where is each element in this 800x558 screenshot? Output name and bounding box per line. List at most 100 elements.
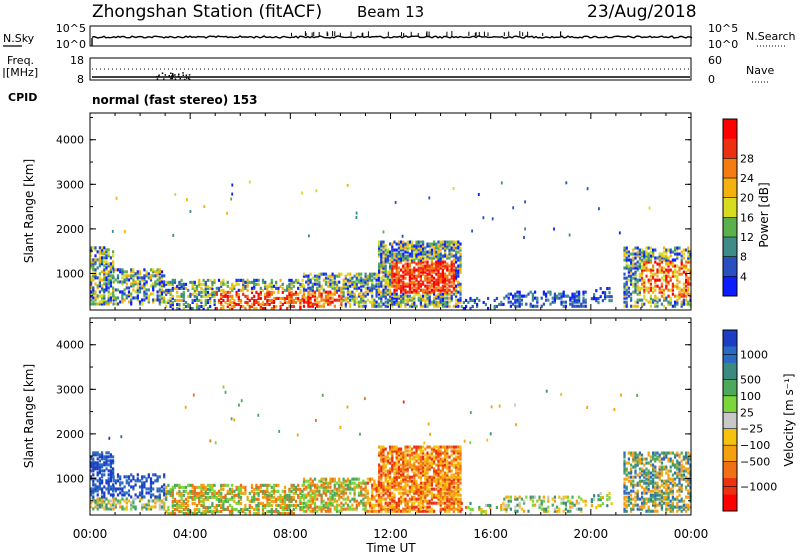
heatmap-cell <box>446 460 448 463</box>
heatmap-cell <box>521 303 523 306</box>
heatmap-cell <box>676 275 678 278</box>
heatmap-cell <box>411 452 413 455</box>
heatmap-cell <box>510 301 512 304</box>
heatmap-cell <box>227 295 229 298</box>
heatmap-cell <box>402 235 404 238</box>
heatmap-cell <box>385 279 387 282</box>
heatmap-cell <box>356 504 358 507</box>
heatmap-cell <box>409 486 411 489</box>
heatmap-cell <box>297 484 299 487</box>
heatmap-cell <box>205 281 207 284</box>
heatmap-cell <box>262 301 264 304</box>
heatmap-cell <box>113 485 115 488</box>
heatmap-cell <box>148 499 150 502</box>
heatmap-cell <box>356 277 358 280</box>
heatmap-cell <box>455 508 457 511</box>
heatmap-cell <box>291 279 293 282</box>
heatmap-cell <box>211 484 213 487</box>
heatmap-cell <box>648 269 650 272</box>
heatmap-cell <box>514 299 516 302</box>
heatmap-cell <box>154 280 156 283</box>
heatmap-cell <box>124 507 126 510</box>
heatmap-cell <box>332 490 334 493</box>
heatmap-cell <box>373 480 375 483</box>
heatmap-cell <box>393 285 395 288</box>
heatmap-cell <box>275 504 277 507</box>
heatmap-cell <box>429 265 431 268</box>
heatmap-cell <box>645 275 647 278</box>
nsky-tick-bottom: 10^0 <box>56 38 86 51</box>
heatmap-cell <box>418 466 420 469</box>
heatmap-cell <box>238 500 240 503</box>
heatmap-cell <box>549 291 551 294</box>
heatmap-cell <box>280 297 282 300</box>
heatmap-cell <box>442 285 444 288</box>
heatmap-cell <box>459 297 461 300</box>
heatmap-cell <box>137 477 139 480</box>
heatmap-cell <box>112 467 114 470</box>
heatmap-cell <box>92 296 94 299</box>
heatmap-cell <box>316 275 318 278</box>
heatmap-cell <box>247 301 249 304</box>
heatmap-cell <box>351 498 353 501</box>
heatmap-cell <box>137 495 139 498</box>
heatmap-cell <box>222 299 224 302</box>
heatmap-cell <box>525 295 527 298</box>
nave-dip-dot <box>175 78 177 80</box>
heatmap-cell <box>233 494 235 497</box>
cpid-value: normal (fast stereo) 153 <box>92 93 258 107</box>
heatmap-cell <box>440 249 442 252</box>
heatmap-cell <box>654 285 656 288</box>
heatmap-cell <box>663 289 665 292</box>
heatmap-cell <box>207 492 209 495</box>
heatmap-cell <box>415 283 417 286</box>
heatmap-cell <box>139 286 141 289</box>
heatmap-cell <box>347 297 349 300</box>
heatmap-cell <box>396 446 398 449</box>
heatmap-cell <box>291 504 293 507</box>
heatmap-cell <box>630 253 632 256</box>
heatmap-cell <box>124 270 126 273</box>
heatmap-cell <box>194 508 196 511</box>
heatmap-cell <box>413 490 415 493</box>
heatmap-cell <box>435 273 437 276</box>
heatmap-cell <box>97 302 99 305</box>
heatmap-cell <box>426 273 428 276</box>
heatmap-cell <box>420 275 422 278</box>
heatmap-cell <box>455 267 457 270</box>
heatmap-cell <box>148 491 150 494</box>
heatmap-cell <box>391 446 393 449</box>
heatmap-cell <box>380 241 382 244</box>
heatmap-cell <box>303 273 305 276</box>
heatmap-cell <box>251 303 253 306</box>
nave-dip-dot <box>186 75 188 77</box>
heatmap-cell <box>231 184 233 187</box>
heatmap-cell <box>176 285 178 288</box>
heatmap-cell <box>310 293 312 296</box>
heatmap-cell <box>121 493 123 496</box>
heatmap-cell <box>295 291 297 294</box>
colorbar-tick-label: 24 <box>740 172 754 185</box>
heatmap-cell <box>654 273 656 276</box>
heatmap-cell <box>174 279 176 282</box>
heatmap-cell <box>97 493 99 496</box>
heatmap-cell <box>92 473 94 476</box>
heatmap-cell <box>459 253 461 256</box>
heatmap-cell <box>192 281 194 284</box>
heatmap-cell <box>678 253 680 256</box>
heatmap-cell <box>400 480 402 483</box>
heatmap-cell <box>229 510 231 513</box>
heatmap-cell <box>117 280 119 283</box>
heatmap-cell <box>264 293 266 296</box>
heatmap-cell <box>391 293 393 296</box>
heatmap-cell <box>665 275 667 278</box>
heatmap-cell <box>656 279 658 282</box>
heatmap-cell <box>334 287 336 290</box>
heatmap-cell <box>185 287 187 290</box>
heatmap-cell <box>183 500 185 503</box>
heatmap-cell <box>124 230 126 233</box>
heatmap-cell <box>382 289 384 292</box>
heatmap-cell <box>411 464 413 467</box>
heatmap-cell <box>349 291 351 294</box>
heatmap-cell <box>413 506 415 509</box>
